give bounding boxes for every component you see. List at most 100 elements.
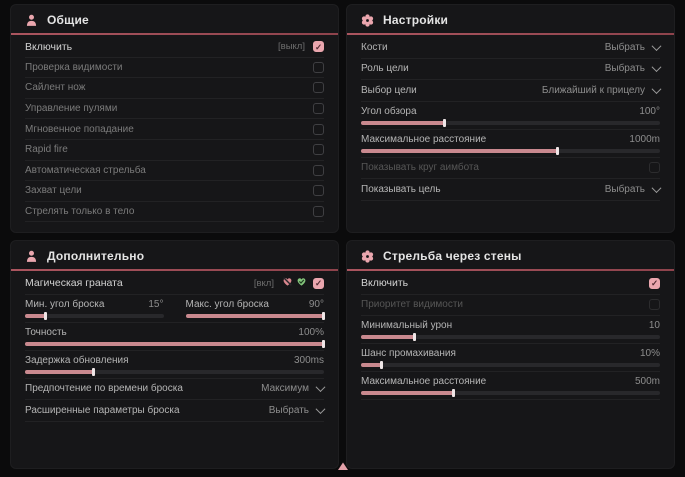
row-toggle[interactable]: Захват цели: [25, 181, 324, 202]
row-dropdown[interactable]: Кости Выбрать: [361, 37, 662, 59]
slider-handle[interactable]: [412, 333, 416, 341]
toggle-controls: [313, 185, 324, 197]
slider-track[interactable]: [361, 389, 660, 397]
checkbox[interactable]: [313, 206, 324, 218]
row-toggle[interactable]: Показывать круг аимбота: [361, 158, 660, 179]
dropdown-control[interactable]: Ближайший к прицелу: [541, 83, 662, 96]
slider-handle[interactable]: [322, 339, 325, 348]
slider-track[interactable]: [25, 311, 164, 320]
row-slider: Минимальный урон 10: [361, 316, 660, 344]
slider[interactable]: Максимальное расстояние 1000m: [361, 133, 660, 155]
slider-track[interactable]: [361, 118, 660, 127]
chevron-down-icon: [651, 83, 662, 94]
slider-handle[interactable]: [322, 311, 325, 320]
checkbox[interactable]: [313, 103, 324, 115]
row-toggle[interactable]: Управление пулями: [25, 99, 324, 120]
checkbox[interactable]: [313, 277, 324, 289]
dropdown-control[interactable]: Выбрать: [604, 40, 662, 53]
row-toggle[interactable]: Магическая граната [вкл]: [25, 273, 324, 295]
panel-header: Дополнительно: [11, 241, 338, 269]
checkbox[interactable]: [313, 185, 324, 197]
slider-handle[interactable]: [442, 118, 446, 127]
panel-rows: Включить [выкл] Проверка видимости Сайлент …: [11, 35, 338, 223]
toggle-controls: [выкл]: [278, 41, 324, 53]
checkbox[interactable]: [313, 164, 324, 176]
checkbox[interactable]: [313, 82, 324, 94]
slider[interactable]: Мин. угол броска 15°: [25, 298, 164, 320]
slider-track[interactable]: [361, 146, 660, 155]
checkbox[interactable]: [313, 144, 324, 156]
slider[interactable]: Угол обзора 100°: [361, 105, 660, 127]
dropdown-value: Выбрать: [604, 41, 645, 53]
slider-label: Шанс промахивания: [361, 348, 456, 359]
row-toggle[interactable]: Проверка видимости: [25, 58, 324, 79]
slider-head: Минимальный урон 10: [361, 319, 660, 332]
slider[interactable]: Минимальный урон 10: [361, 319, 660, 341]
slider-track[interactable]: [185, 311, 325, 320]
slider[interactable]: Задержка обновления 300ms: [25, 354, 324, 376]
slider[interactable]: Точность 100%: [25, 326, 325, 348]
slider-fill: [25, 341, 324, 346]
slider-pair-half: Макс. угол броска 90°: [185, 298, 325, 320]
slider-handle[interactable]: [556, 146, 560, 155]
checkbox[interactable]: [649, 162, 660, 174]
row-toggle[interactable]: Приоритет видимости: [361, 295, 660, 316]
row-toggle[interactable]: Включить [выкл]: [25, 37, 324, 58]
dropdown-value: Выбрать: [604, 63, 645, 75]
checkbox[interactable]: [313, 123, 324, 135]
dropdown-control[interactable]: Максимум: [261, 382, 326, 394]
slider-track[interactable]: [361, 333, 660, 341]
toggle-controls: [649, 277, 660, 289]
toggle-controls: [313, 123, 324, 135]
row-dropdown[interactable]: Расширенные параметры броска Выбрать: [25, 400, 326, 422]
row-toggle[interactable]: Rapid fire: [25, 140, 324, 161]
slider-track[interactable]: [25, 339, 325, 348]
row-dropdown[interactable]: Роль цели Выбрать: [361, 59, 662, 80]
dropdown-value: Выбрать: [604, 183, 645, 195]
row-toggle[interactable]: Автоматическая стрельба: [25, 161, 324, 182]
panel-header: Настройки: [347, 5, 674, 33]
slider-handle[interactable]: [451, 389, 455, 397]
hotkey-state-label: [выкл]: [278, 41, 305, 53]
toggle-controls: [313, 61, 324, 73]
user-icon: [25, 14, 38, 27]
row-toggle[interactable]: Сайлент нож: [25, 78, 324, 99]
slider-head: Угол обзора 100°: [361, 105, 660, 118]
row-toggle[interactable]: Стрелять только в тело: [25, 202, 324, 223]
checkbox[interactable]: [649, 299, 660, 311]
checkbox[interactable]: [313, 41, 324, 53]
toggle-controls: [313, 164, 324, 176]
dropdown-label: Роль цели: [361, 63, 409, 75]
toggle-label: Включить: [361, 277, 409, 290]
toggle-label: Rapid fire: [25, 144, 68, 156]
toggle-label: Приоритет видимости: [361, 299, 464, 311]
slider[interactable]: Макс. угол броска 90°: [185, 298, 325, 320]
slider-value: 1000m: [629, 133, 660, 145]
header-accent-line: [11, 269, 338, 271]
dropdown-label: Показывать цель: [361, 183, 441, 195]
slider-track[interactable]: [361, 361, 660, 369]
dropdown-value: Ближайший к прицелу: [541, 84, 645, 96]
dropdown-control[interactable]: Выбрать: [604, 62, 662, 75]
toggle-controls: [313, 144, 324, 156]
row-dropdown[interactable]: Предпочтение по времени броска Максимум: [25, 379, 326, 400]
checkbox[interactable]: [649, 277, 660, 289]
dropdown-control[interactable]: Выбрать: [604, 182, 662, 195]
row-toggle[interactable]: Включить: [361, 273, 660, 295]
slider[interactable]: Максимальное расстояние 500m: [361, 375, 660, 397]
row-dropdown[interactable]: Выбор цели Ближайший к прицелу: [361, 80, 662, 102]
slider-handle[interactable]: [43, 311, 47, 320]
slider-handle[interactable]: [379, 361, 383, 369]
row-toggle[interactable]: Мгновенное попадание: [25, 119, 324, 140]
row-slider: Шанс промахивания 10%: [361, 344, 660, 372]
row-slider: Точность 100%: [25, 323, 325, 351]
scroll-up-icon[interactable]: [336, 458, 349, 476]
slider[interactable]: Шанс промахивания 10%: [361, 347, 660, 369]
dropdown-control[interactable]: Выбрать: [269, 403, 326, 416]
slider-handle[interactable]: [91, 367, 95, 376]
row-dropdown[interactable]: Показывать цель Выбрать: [361, 179, 662, 201]
slider-track[interactable]: [25, 367, 324, 376]
checkbox[interactable]: [313, 61, 324, 73]
toggle-label: Захват цели: [25, 185, 82, 197]
